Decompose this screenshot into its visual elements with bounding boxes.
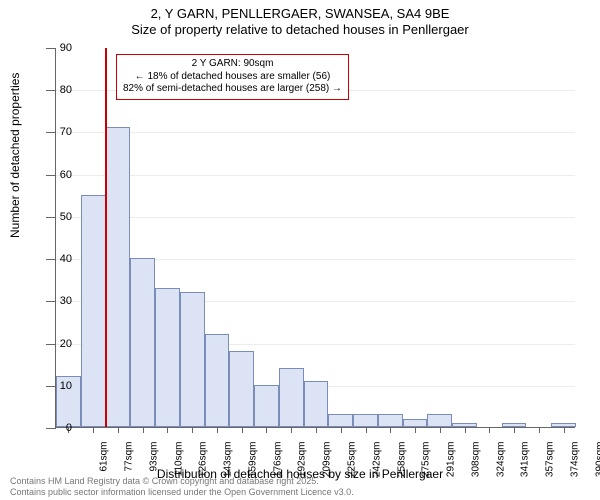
x-tick-label: 242sqm <box>371 442 382 482</box>
x-tick-label: 143sqm <box>223 442 234 482</box>
histogram-bar <box>229 351 254 427</box>
x-tick <box>118 427 119 433</box>
x-tick <box>266 427 267 433</box>
x-tick <box>415 427 416 433</box>
y-tick-label: 90 <box>42 42 72 54</box>
x-tick-label: 77sqm <box>124 442 135 482</box>
x-tick-label: 159sqm <box>247 442 258 482</box>
histogram-bar <box>328 414 353 427</box>
y-tick-label: 40 <box>42 253 72 265</box>
histogram-bar <box>81 195 106 427</box>
x-tick <box>489 427 490 433</box>
x-tick <box>514 427 515 433</box>
plot-area: 2 Y GARN: 90sqm← 18% of detached houses … <box>55 48 575 428</box>
histogram-bar <box>254 385 279 427</box>
x-tick <box>167 427 168 433</box>
title-subtitle: Size of property relative to detached ho… <box>0 22 600 38</box>
x-tick-label: 225sqm <box>347 442 358 482</box>
x-tick <box>440 427 441 433</box>
x-tick <box>217 427 218 433</box>
histogram-bar <box>378 414 403 427</box>
x-tick-label: 390sqm <box>594 442 600 482</box>
x-tick-label: 258sqm <box>396 442 407 482</box>
y-tick-label: 0 <box>42 422 72 434</box>
annotation-line: 82% of semi-detached houses are larger (… <box>123 83 342 96</box>
y-tick-label: 60 <box>42 169 72 181</box>
x-tick-label: 374sqm <box>569 442 580 482</box>
histogram-bar <box>106 127 131 427</box>
x-tick <box>192 427 193 433</box>
x-tick-label: 110sqm <box>173 442 184 482</box>
histogram-bar <box>304 381 329 427</box>
x-tick-label: 61sqm <box>99 442 110 482</box>
gridline <box>56 132 575 133</box>
x-tick <box>390 427 391 433</box>
x-tick <box>316 427 317 433</box>
gridline <box>56 217 575 218</box>
x-tick <box>242 427 243 433</box>
histogram-bar <box>155 288 180 427</box>
x-tick-label: 93sqm <box>148 442 159 482</box>
y-tick-label: 70 <box>42 126 72 138</box>
y-axis-label: Number of detached properties <box>8 73 22 238</box>
histogram: 2 Y GARN: 90sqm← 18% of detached houses … <box>55 48 575 428</box>
gridline <box>56 175 575 176</box>
footer-line2: Contains public sector information licen… <box>10 487 354 498</box>
y-tick-label: 10 <box>42 380 72 392</box>
x-tick-label: 275sqm <box>421 442 432 482</box>
y-tick-label: 20 <box>42 338 72 350</box>
histogram-bar <box>180 292 205 427</box>
x-tick <box>465 427 466 433</box>
x-tick-label: 341sqm <box>520 442 531 482</box>
histogram-bar <box>130 258 155 427</box>
y-tick-label: 30 <box>42 295 72 307</box>
histogram-bar <box>427 414 452 427</box>
x-tick-label: 176sqm <box>272 442 283 482</box>
x-tick <box>366 427 367 433</box>
annotation-line: ← 18% of detached houses are smaller (56… <box>123 71 342 84</box>
histogram-bar <box>353 414 378 427</box>
x-tick-label: 308sqm <box>470 442 481 482</box>
y-tick-label: 80 <box>42 84 72 96</box>
histogram-bar <box>205 334 230 427</box>
histogram-bar <box>279 368 304 427</box>
x-tick <box>564 427 565 433</box>
y-tick-label: 50 <box>42 211 72 223</box>
x-tick-label: 291sqm <box>446 442 457 482</box>
x-tick <box>341 427 342 433</box>
x-tick <box>291 427 292 433</box>
chart-title-block: 2, Y GARN, PENLLERGAER, SWANSEA, SA4 9BE… <box>0 0 600 39</box>
x-tick-label: 126sqm <box>198 442 209 482</box>
x-tick <box>143 427 144 433</box>
title-address: 2, Y GARN, PENLLERGAER, SWANSEA, SA4 9BE <box>0 6 600 22</box>
x-tick <box>539 427 540 433</box>
annotation-line: 2 Y GARN: 90sqm <box>123 58 342 71</box>
x-tick <box>93 427 94 433</box>
histogram-bar <box>403 419 428 427</box>
x-tick-label: 324sqm <box>495 442 506 482</box>
annotation-box: 2 Y GARN: 90sqm← 18% of detached houses … <box>116 54 349 100</box>
x-tick-label: 209sqm <box>322 442 333 482</box>
x-tick-label: 192sqm <box>297 442 308 482</box>
x-tick-label: 357sqm <box>545 442 556 482</box>
property-marker-line <box>105 48 107 427</box>
